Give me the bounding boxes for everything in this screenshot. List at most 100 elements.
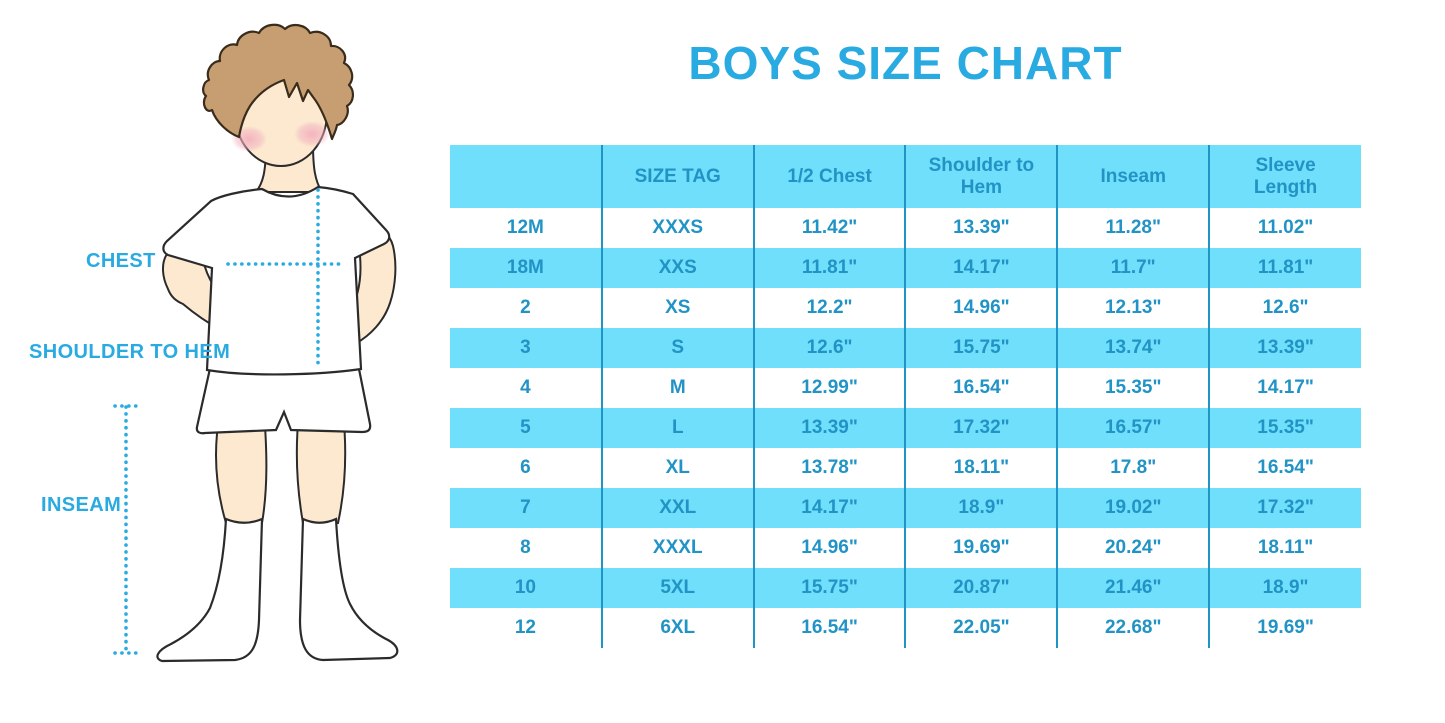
column-header: Sleeve Length [1208,145,1361,208]
size-label-cell: 2 [450,288,602,328]
measurement-cell: 19.69" [1208,608,1361,648]
measurement-cell: 14.17" [752,488,906,528]
inseam-label: INSEAM [41,494,122,516]
size-label-cell: 18M [450,248,602,288]
table-row: 5 L 13.39" 17.32" 16.57" 15.35" [450,408,1361,448]
measurement-cell: 20.87" [904,568,1058,608]
table-row: 18M XXS 11.81" 14.17" 11.7" 11.81" [450,248,1361,288]
size-tag-cell: XXXL [600,528,754,568]
measurement-cell: 16.57" [1056,408,1210,448]
size-tag-cell: XXXS [600,208,754,248]
measurement-cell: 12.6" [752,328,906,368]
measurement-cell: 11.7" [1056,248,1210,288]
measurement-cell: 12.99" [752,368,906,408]
boy-figure-illustration: CHEST SHOULDER TO HEM INSEAM [0,0,450,700]
measurement-cell: 18.9" [1208,568,1361,608]
size-label-cell: 4 [450,368,602,408]
table-row: 12 6XL 16.54" 22.05" 22.68" 19.69" [450,608,1361,648]
measurement-cell: 20.24" [1056,528,1210,568]
size-tag-cell: XS [600,288,754,328]
page-title: BOYS SIZE CHART [688,37,1123,89]
measurement-cell: 15.35" [1208,408,1361,448]
column-header: 1/2 Chest [752,145,906,208]
size-table-header: SIZE TAG 1/2 Chest Shoulder to Hem Inseam Sl… [450,145,1361,208]
boy-figure-svg [113,23,399,663]
size-label-cell: 12M [450,208,602,248]
table-row: 2 XS 12.2" 14.96" 12.13" 12.6" [450,288,1361,328]
socks [156,517,399,663]
shorts [195,362,372,435]
measurement-cell: 15.75" [904,328,1058,368]
column-header: Inseam [1056,145,1210,208]
legs [214,411,347,524]
table-row: 4 M 12.99" 16.54" 15.35" 14.17" [450,368,1361,408]
measurement-cell: 11.02" [1208,208,1361,248]
size-table: SIZE TAG 1/2 Chest Shoulder to Hem Inseam Sl… [450,145,1361,648]
size-tag-cell: XL [600,448,754,488]
measurement-cell: 18.9" [904,488,1058,528]
measurement-cell: 19.02" [1056,488,1210,528]
blush-right [294,121,330,147]
header-row: SIZE TAG 1/2 Chest Shoulder to Hem Inseam Sl… [450,145,1361,208]
column-header: SIZE TAG [600,145,754,208]
measurement-cell: 18.11" [904,448,1058,488]
measurement-cell: 18.11" [1208,528,1361,568]
measurement-cell: 22.05" [904,608,1058,648]
column-header: Shoulder to Hem [904,145,1058,208]
measurement-cell: 13.39" [904,208,1058,248]
measurement-cell: 13.39" [1208,328,1361,368]
size-label-cell: 8 [450,528,602,568]
shoulder-to-hem-label: SHOULDER TO HEM [29,341,231,363]
measurement-cell: 14.17" [904,248,1058,288]
measurement-cell: 11.81" [752,248,906,288]
size-label-cell: 6 [450,448,602,488]
measurement-guides [113,188,347,655]
size-tag-cell: M [600,368,754,408]
size-label-cell: 7 [450,488,602,528]
measurement-cell: 21.46" [1056,568,1210,608]
table-row: 6 XL 13.78" 18.11" 17.8" 16.54" [450,448,1361,488]
measurement-cell: 12.13" [1056,288,1210,328]
measurement-cell: 19.69" [904,528,1058,568]
measurement-cell: 11.81" [1208,248,1361,288]
column-header [450,145,602,208]
chest-label: CHEST [86,250,156,272]
size-tag-cell: L [600,408,754,448]
measurement-cell: 15.75" [752,568,906,608]
measurement-cell: 17.32" [1208,488,1361,528]
table-row: 3 S 12.6" 15.75" 13.74" 13.39" [450,328,1361,368]
measurement-cell: 16.54" [1208,448,1361,488]
measurement-cell: 14.96" [904,288,1058,328]
measurement-cell: 22.68" [1056,608,1210,648]
table-row: 10 5XL 15.75" 20.87" 21.46" 18.9" [450,568,1361,608]
table-row: 12M XXXS 11.42" 13.39" 11.28" 11.02" [450,208,1361,248]
measurement-cell: 17.8" [1056,448,1210,488]
size-label-cell: 3 [450,328,602,368]
measurement-cell: 13.74" [1056,328,1210,368]
size-tag-cell: XXS [600,248,754,288]
hair [202,23,354,141]
table-row: 8 XXXL 14.96" 19.69" 20.24" 18.11" [450,528,1361,568]
measurement-cell: 12.2" [752,288,906,328]
size-tag-cell: 5XL [600,568,754,608]
measurement-cell: 13.78" [752,448,906,488]
measurement-cell: 13.39" [752,408,906,448]
size-label-cell: 10 [450,568,602,608]
t-shirt [162,185,391,376]
measurement-cell: 14.96" [752,528,906,568]
table-row: 7 XXL 14.17" 18.9" 19.02" 17.32" [450,488,1361,528]
size-label-cell: 12 [450,608,602,648]
measurement-cell: 14.17" [1208,368,1361,408]
measurement-cell: 12.6" [1208,288,1361,328]
size-table-body: 12M XXXS 11.42" 13.39" 11.28" 11.02" 18M XXS 11.… [450,208,1361,648]
measurement-cell: 11.42" [752,208,906,248]
size-tag-cell: 6XL [600,608,754,648]
measurement-cell: 15.35" [1056,368,1210,408]
size-tag-cell: XXL [600,488,754,528]
size-label-cell: 5 [450,408,602,448]
measurement-cell: 16.54" [752,608,906,648]
measurement-cell: 17.32" [904,408,1058,448]
measurement-cell: 11.28" [1056,208,1210,248]
size-tag-cell: S [600,328,754,368]
